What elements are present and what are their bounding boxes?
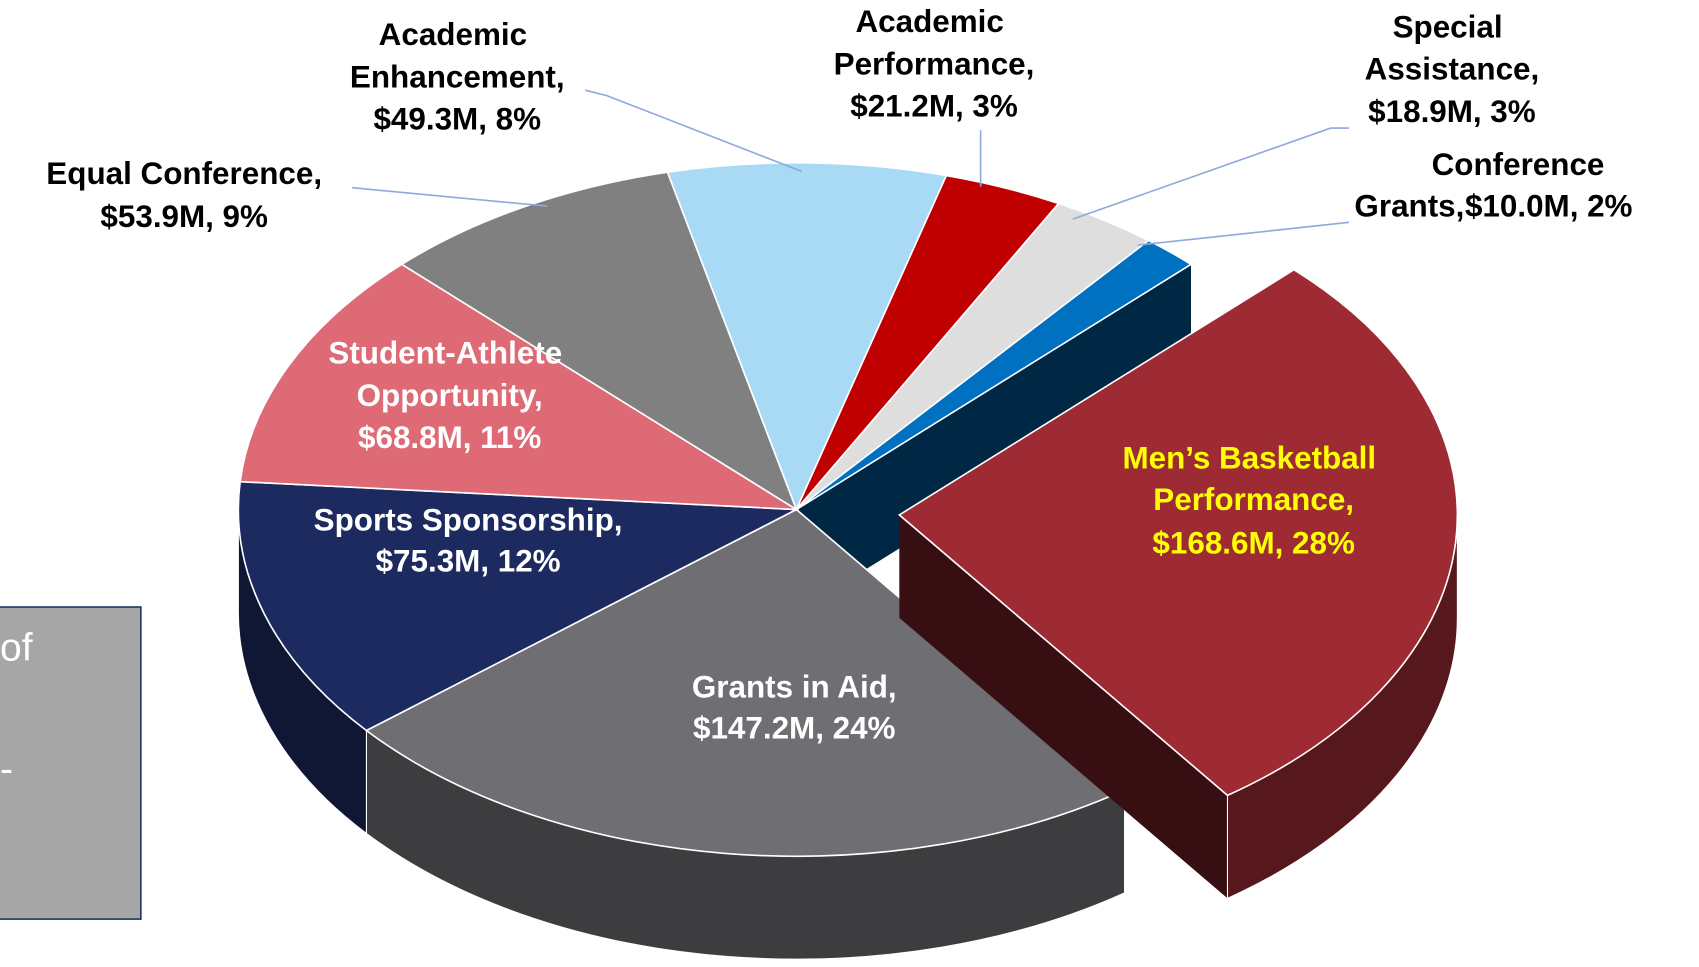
slice-label: Academic Performance,: [834, 4, 1035, 81]
label-line: Sports Sponsorship,: [314, 503, 623, 538]
slice-label: Academic Enhancement,: [350, 17, 565, 94]
value-label: $18.9M, 3%: [1368, 94, 1536, 129]
value-label: $147.2M, 24%: [693, 711, 896, 746]
slice: [666, 161, 948, 512]
slice-label: Men’s Basketball Performance,: [1122, 441, 1384, 517]
label-line: Grants in Aid,: [692, 670, 897, 705]
pie: [237, 161, 1459, 960]
label-line: Academic: [855, 4, 1012, 39]
value-amount: $168.6M,: [1152, 526, 1283, 561]
label-line: Student-Athlete: [328, 336, 571, 371]
slice-label: Sports Sponsorship,: [314, 503, 623, 538]
label-line: Equal Conference,: [46, 156, 322, 191]
label-line: Men’s Basketball: [1122, 441, 1384, 476]
label-line: Performance,: [834, 47, 1035, 82]
slice-label: Conference Grants,: [1354, 147, 1613, 223]
leader-line: [1137, 221, 1350, 246]
leader-lines: [352, 89, 1350, 246]
value-percent: 2%: [1587, 189, 1632, 224]
slice-label: Student-Athlete Opportunity,: [328, 336, 571, 413]
value-amount: $68.8M,: [358, 420, 471, 455]
value-amount: $75.3M,: [376, 544, 489, 579]
value-amount: $18.9M,: [1368, 94, 1481, 129]
value-amount: $10.0M,: [1465, 189, 1578, 224]
slice-label: Special Assistance,: [1365, 10, 1540, 87]
label-line: Assistance,: [1365, 52, 1540, 87]
value-percent: 24%: [833, 711, 896, 746]
label-line: Performance,: [1153, 482, 1354, 517]
slice-label: Equal Conference,: [46, 156, 322, 191]
leader-line: [584, 89, 803, 173]
value-amount: $53.9M,: [100, 199, 213, 234]
slice: [237, 480, 800, 732]
label-line: Academic: [379, 17, 536, 52]
value-label: $49.3M, 8%: [373, 102, 541, 137]
label-line: Grants,: [1354, 189, 1464, 224]
value-label: $21.2M, 3%: [850, 89, 1018, 124]
slice-side: [796, 264, 1191, 613]
value-percent: 3%: [972, 89, 1017, 124]
value-amount: $49.3M,: [373, 102, 486, 137]
leader-line: [1072, 127, 1350, 220]
label-line: Special: [1393, 10, 1512, 45]
value-percent: 11%: [480, 420, 541, 455]
slice-label: Grants in Aid,: [692, 670, 897, 705]
label-line: Enhancement,: [350, 60, 565, 95]
slice: [239, 263, 800, 511]
leader-line: [352, 186, 548, 207]
label-line: Opportunity,: [357, 378, 543, 413]
slice: [897, 268, 1459, 797]
value-percent: 9%: [223, 199, 268, 234]
label-line: Conference: [1432, 147, 1614, 182]
value-amount: $147.2M,: [693, 711, 824, 746]
value-label: $53.9M, 9%: [100, 199, 268, 234]
value-label: $75.3M, 12%: [376, 544, 561, 579]
side-box-text: of: [0, 627, 33, 670]
labels: Men’s Basketball Performance, $168.6M, 28%…: [46, 4, 1632, 745]
side-box: [0, 606, 142, 920]
value-percent: 3%: [1490, 94, 1535, 129]
value-label: $168.6M, 28%: [1152, 526, 1355, 561]
slice: [400, 171, 799, 512]
value-percent: 12%: [498, 544, 561, 579]
slice-side: [899, 514, 1228, 899]
value-label: $68.8M, 11%: [358, 420, 541, 455]
slice: [795, 239, 1193, 511]
slice: [364, 508, 1127, 858]
value-percent: 28%: [1292, 526, 1355, 561]
value-label: $10.0M, 2%: [1465, 189, 1633, 224]
value-percent: 8%: [496, 102, 541, 137]
side-box-text: -: [0, 748, 13, 791]
value-amount: $21.2M,: [850, 89, 963, 124]
